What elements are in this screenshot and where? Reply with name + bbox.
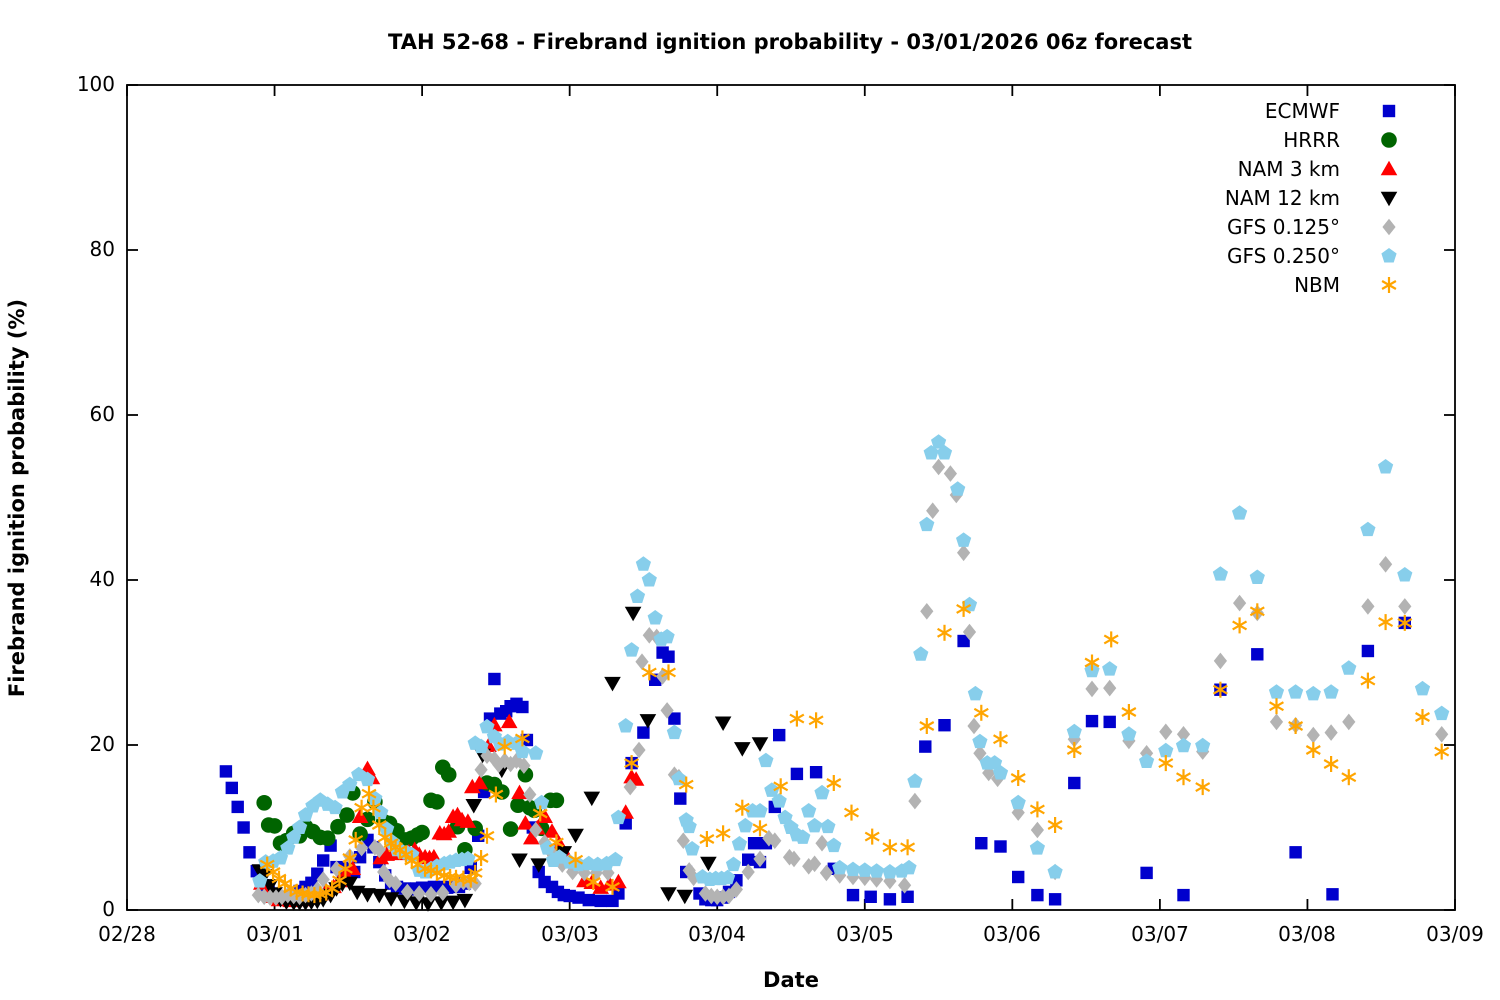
legend-item-ecmwf: ECMWF	[1225, 96, 1402, 125]
x-tick-label: 03/01	[246, 922, 304, 946]
x-tick-label: 03/04	[688, 922, 746, 946]
x-tick-label: 03/07	[1131, 922, 1189, 946]
x-tick-label: 03/03	[541, 922, 599, 946]
legend-marker-gfs-0-125--icon	[1382, 218, 1396, 235]
legend-item-hrrr: HRRR	[1225, 125, 1402, 154]
legend-label-nam-3-km: NAM 3 km	[1237, 156, 1340, 181]
x-tick-label: 02/28	[98, 922, 156, 946]
legend-marker-gfs-0-250--icon	[1381, 247, 1397, 262]
series-nbm	[259, 600, 1450, 904]
series-gfs-0-250-	[252, 434, 1450, 888]
legend-label-nbm: NBM	[1294, 272, 1340, 297]
legend-label-ecmwf: ECMWF	[1264, 98, 1340, 123]
legend-item-gfs-0-125-: GFS 0.125°	[1225, 212, 1402, 241]
series-hrrr	[256, 759, 565, 858]
legend-label-gfs-0-125-: GFS 0.125°	[1227, 214, 1340, 239]
legend-label-hrrr: HRRR	[1283, 127, 1340, 152]
legend-item-nam-12-km: NAM 12 km	[1225, 183, 1402, 212]
legend-marker-nam-12-km-icon	[1380, 191, 1398, 206]
y-tick-label: 0	[102, 897, 115, 921]
x-tick-label: 03/02	[393, 922, 451, 946]
legend-label-gfs-0-250-: GFS 0.250°	[1227, 243, 1340, 268]
legend-item-nbm: NBM	[1225, 270, 1402, 299]
plot-frame	[126, 84, 1456, 911]
y-tick-label: 80	[89, 237, 115, 261]
legend-label-nam-12-km: NAM 12 km	[1224, 185, 1340, 210]
y-tick-label: 40	[89, 567, 115, 591]
x-axis-label: Date	[763, 968, 819, 992]
chart-title: TAH 52-68 - Firebrand ignition probabili…	[388, 30, 1192, 54]
series-gfs-0-125-	[251, 458, 1449, 906]
x-tick-label: 03/06	[983, 922, 1041, 946]
y-tick-label: 60	[89, 402, 115, 426]
y-tick-label: 20	[89, 732, 115, 756]
y-tick-label: 100	[76, 72, 115, 96]
legend-marker-hrrr-icon	[1381, 131, 1397, 148]
legend-item-nam-3-km: NAM 3 km	[1225, 154, 1402, 183]
chart-legend: ECMWF HRRR NAM 3 km NAM 12 km GFS 0.125° GFS …	[1225, 96, 1402, 299]
legend-marker-ecmwf-icon	[1382, 104, 1396, 117]
legend-item-gfs-0-250-: GFS 0.250°	[1225, 241, 1402, 270]
legend-marker-nam-3-km-icon	[1380, 160, 1398, 175]
x-tick-label: 03/09	[1426, 922, 1484, 946]
x-tick-label: 03/08	[1278, 922, 1336, 946]
x-tick-label: 03/05	[836, 922, 894, 946]
legend-marker-nbm-icon	[1381, 276, 1397, 293]
